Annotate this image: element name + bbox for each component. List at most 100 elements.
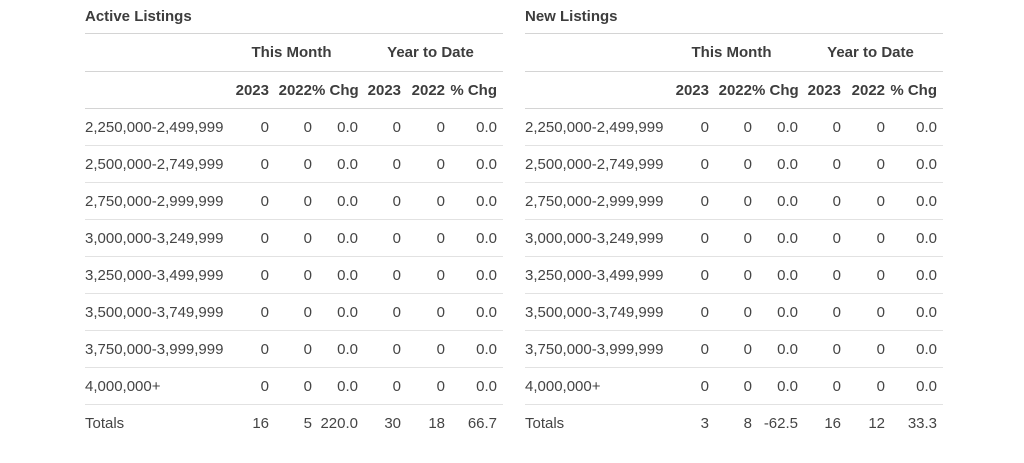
value-cell: 0.0 [445,293,504,331]
value-cell: 0.0 [885,367,944,405]
active-listings-section: Active Listings This Month Year to Date … [85,0,504,441]
value-cell: 0 [269,182,312,220]
value-cell: 0.0 [885,108,944,146]
value-cell: 0 [709,293,752,331]
value-cell: 0 [665,293,709,331]
value-cell: 0 [358,182,402,220]
totals-value-cell: 33.3 [907,414,938,432]
spacer-cell [85,71,225,109]
col-header-2023-tm: 2023 [225,71,269,109]
table-row: 3,250,000-3,499,999 0 0 0.0 0 0 0.0 [85,256,504,294]
totals-row: Totals 3 8 -62.5 16 12 33.3 [525,405,943,442]
group-header-year-to-date: Year to Date [358,34,504,72]
value-cell: 0 [798,330,842,368]
value-cell: 0.0 [445,219,504,257]
value-cell: 0 [401,219,446,257]
totals-value-cell: 5 [303,414,312,432]
totals-value-cell: -62.5 [763,414,799,432]
value-cell: 0 [709,330,752,368]
value-cell: 0.0 [885,145,944,183]
value-cell: 0.0 [752,182,799,220]
value-cell: 0 [665,182,709,220]
value-cell: 0 [269,367,312,405]
value-cell: 0 [798,219,842,257]
new-listings-section: New Listings This Month Year to Date 202… [525,0,944,442]
value-cell: 0.0 [312,330,359,368]
value-cell: 0 [401,330,446,368]
value-cell: 0 [841,219,886,257]
table-row: 2,750,000-2,999,999 0 0 0.0 0 0 0.0 [525,182,944,220]
value-cell: 0.0 [885,330,944,368]
group-header-row: This Month Year to Date [525,34,944,72]
value-cell: 0 [358,256,402,294]
column-header-row: 2023 2022 % Chg 2023 2022 % Chg [525,71,944,109]
table-row: 2,500,000-2,749,999 0 0 0.0 0 0 0.0 [525,145,944,183]
col-header-2022-ytd: 2022 [401,71,446,109]
col-header-2023-ytd: 2023 [358,71,402,109]
price-range-label: 2,750,000-2,999,999 [525,182,665,220]
value-cell: 0 [841,145,886,183]
table-title-active-listings: Active Listings [85,0,503,34]
value-cell: 0 [841,182,886,220]
value-cell: 0 [269,293,312,331]
value-cell: 0.0 [445,182,504,220]
price-range-label: 3,250,000-3,499,999 [85,256,225,294]
table-title-new-listings: New Listings [525,0,943,34]
value-cell: 0 [269,256,312,294]
price-range-label: 4,000,000+ [85,367,225,405]
value-cell: 0 [225,367,269,405]
price-range-label: 2,250,000-2,499,999 [85,108,225,146]
price-range-label: 4,000,000+ [525,367,665,405]
value-cell: 0.0 [312,145,359,183]
value-cell: 0 [225,293,269,331]
value-cell: 0.0 [312,293,359,331]
value-cell: 0 [225,256,269,294]
value-cell: 0 [709,182,752,220]
totals-label: Totals [525,414,565,432]
totals-value-cell: 18 [428,414,446,432]
value-cell: 0 [401,182,446,220]
value-cell: 0.0 [752,145,799,183]
value-cell: 0 [665,145,709,183]
value-cell: 0 [798,182,842,220]
price-range-label: 3,750,000-3,999,999 [525,330,665,368]
totals-value-cell: 220.0 [320,414,359,432]
table-row: 2,750,000-2,999,999 0 0 0.0 0 0 0.0 [85,182,504,220]
value-cell: 0.0 [885,293,944,331]
value-cell: 0 [401,145,446,183]
value-cell: 0.0 [752,367,799,405]
value-cell: 0.0 [752,219,799,257]
totals-value-cell: 8 [743,414,752,432]
table-row: 2,250,000-2,499,999 0 0 0.0 0 0 0.0 [525,108,944,146]
value-cell: 0 [665,367,709,405]
value-cell: 0 [665,219,709,257]
table-row: 4,000,000+ 0 0 0.0 0 0 0.0 [85,367,504,405]
value-cell: 0.0 [312,108,359,146]
price-range-label: 3,500,000-3,749,999 [85,293,225,331]
group-header-this-month: This Month [225,34,359,72]
table-row: 4,000,000+ 0 0 0.0 0 0 0.0 [525,367,944,405]
value-cell: 0 [269,108,312,146]
price-range-label: 2,250,000-2,499,999 [525,108,665,146]
value-cell: 0.0 [312,367,359,405]
price-range-label: 3,250,000-3,499,999 [525,256,665,294]
group-header-year-to-date: Year to Date [798,34,944,72]
value-cell: 0 [841,367,886,405]
totals-value-cell: 12 [868,414,886,432]
value-cell: 0.0 [885,182,944,220]
table-row: 3,500,000-3,749,999 0 0 0.0 0 0 0.0 [525,293,944,331]
spacer-cell [525,34,665,72]
value-cell: 0 [709,108,752,146]
col-header-pct-chg-tm: % Chg [312,71,359,109]
value-cell: 0.0 [445,145,504,183]
table-row: 2,500,000-2,749,999 0 0 0.0 0 0 0.0 [85,145,504,183]
col-header-2022-tm: 2022 [269,71,312,109]
value-cell: 0 [358,219,402,257]
value-cell: 0 [841,256,886,294]
price-range-label: 3,750,000-3,999,999 [85,330,225,368]
totals-value-cell: 16 [824,414,842,432]
col-header-pct-chg-ytd: % Chg [885,71,944,109]
value-cell: 0 [225,182,269,220]
value-cell: 0 [709,219,752,257]
value-cell: 0 [358,367,402,405]
